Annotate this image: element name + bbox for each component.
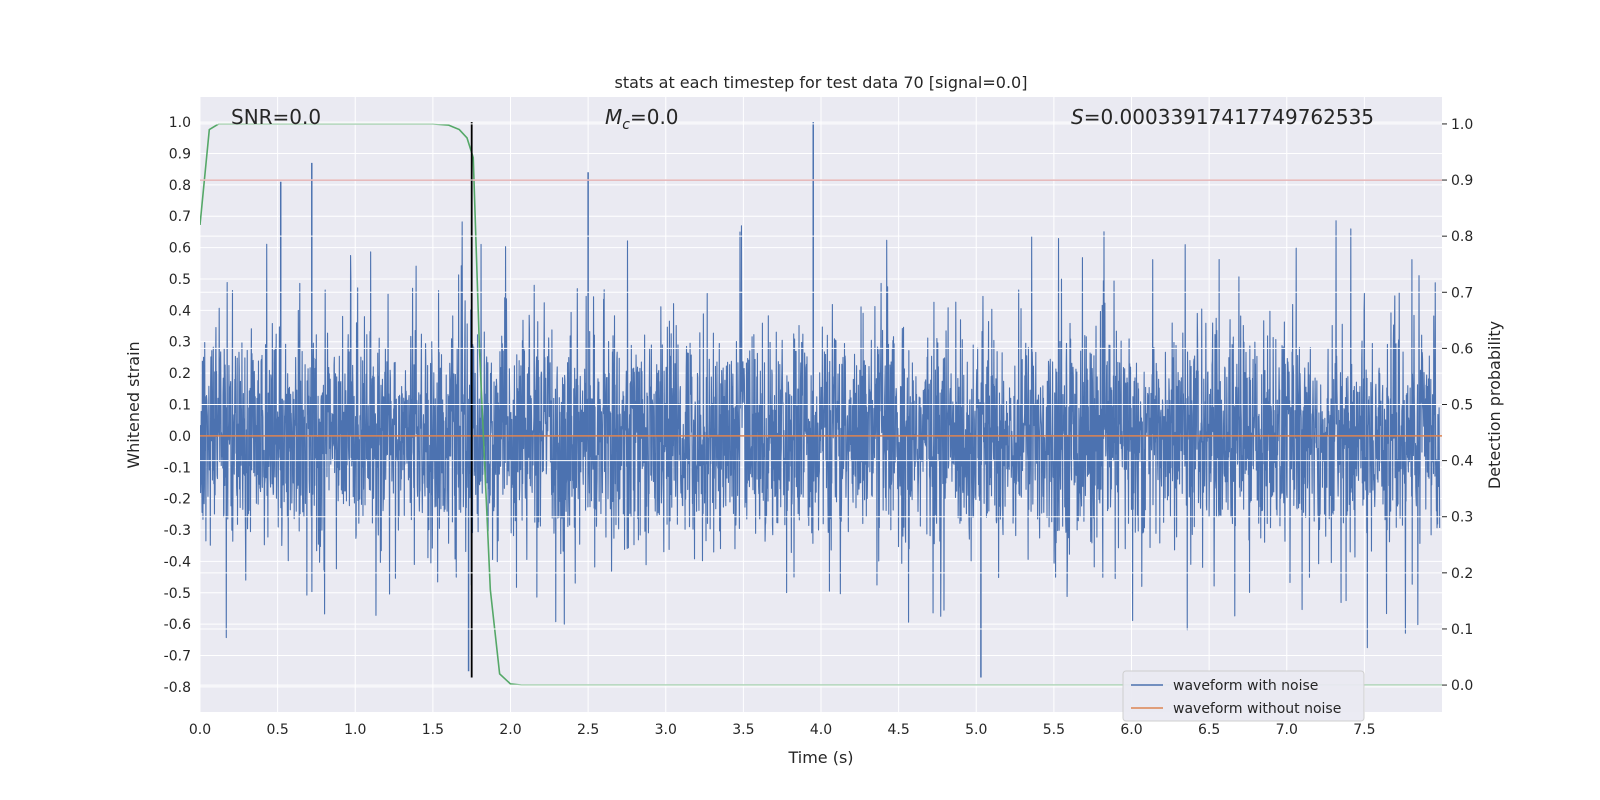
y-tick-label: 0.3 <box>169 335 191 351</box>
x-tick-label: 1.0 <box>344 722 366 738</box>
legend-box <box>1122 670 1365 722</box>
y-tick-label: 1.0 <box>169 115 191 131</box>
x-tick-label: 7.0 <box>1276 722 1298 738</box>
y-tick-label: 0.9 <box>169 146 191 162</box>
y-tick-label: 0.7 <box>169 209 191 225</box>
y2-tick-label: 1.0 <box>1451 117 1473 133</box>
x-tick-label: 2.0 <box>499 722 521 738</box>
y-tick-label: 0.8 <box>169 178 191 194</box>
y2-tick-label: 0.7 <box>1451 285 1473 301</box>
y-tick-label: 0.5 <box>169 272 191 288</box>
y2-tick-label: 0.8 <box>1451 229 1473 245</box>
x-tick-label: 5.5 <box>1043 722 1065 738</box>
chirp-mass-annotation: Mc=0.0 <box>605 105 679 133</box>
x-tick-label: 6.5 <box>1198 722 1220 738</box>
y2-tick-label: 0.9 <box>1451 173 1473 189</box>
x-tick-label: 2.5 <box>577 722 599 738</box>
x-tick-label: 0.5 <box>266 722 288 738</box>
y2-tick-label: 0.0 <box>1451 678 1473 694</box>
y2-tick-label: 0.6 <box>1451 341 1473 357</box>
y2-tick-label: 0.3 <box>1451 510 1473 526</box>
y2-axis-label: Detection probability <box>1485 321 1504 489</box>
legend-label-without-noise: waveform without noise <box>1173 701 1341 717</box>
y-axis-label: Whitened strain <box>124 341 143 468</box>
y-tick-label: 0.2 <box>169 366 191 382</box>
x-tick-label: 4.0 <box>810 722 832 738</box>
x-tick-label: 4.5 <box>887 722 909 738</box>
y-tick-label: -0.2 <box>164 492 191 508</box>
legend-label-with-noise: waveform with noise <box>1173 678 1318 694</box>
chart-title: stats at each timestep for test data 70 … <box>615 73 1028 92</box>
x-tick-label: 5.0 <box>965 722 987 738</box>
y-tick-label: -0.4 <box>164 554 191 570</box>
x-tick-label: 3.0 <box>655 722 677 738</box>
y-tick-label: -0.8 <box>164 680 191 696</box>
x-axis-label: Time (s) <box>787 748 853 767</box>
y2-tick-label: 0.2 <box>1451 566 1473 582</box>
y-tick-label: 0.4 <box>169 303 191 319</box>
legend: waveform with noise waveform without noi… <box>1122 670 1365 722</box>
y-tick-label: -0.6 <box>164 617 191 633</box>
score-value: =0.00033917417749762535 <box>1084 105 1374 129</box>
snr-annotation: SNR=0.0 <box>231 105 321 129</box>
y-tick-label: -0.1 <box>164 460 191 476</box>
chirp-mass-subscript: c <box>622 117 630 133</box>
y-tick-label: 0.1 <box>169 398 191 414</box>
x-tick-label: 3.5 <box>732 722 754 738</box>
y2-tick-label: 0.1 <box>1451 622 1473 638</box>
series-waveform-with-noise <box>200 220 1441 649</box>
score-annotation: S=0.00033917417749762535 <box>1071 105 1374 129</box>
chirp-mass-symbol: M <box>605 105 622 129</box>
y-tick-label: -0.5 <box>164 586 191 602</box>
chirp-mass-value: =0.0 <box>630 105 679 129</box>
y-tick-label: -0.3 <box>164 523 191 539</box>
y2-tick-label: 0.4 <box>1451 454 1473 470</box>
y2-tick-label: 0.5 <box>1451 398 1473 414</box>
y-tick-label: 0.6 <box>169 241 191 257</box>
y-tick-label: 0.0 <box>169 429 191 445</box>
score-symbol: S <box>1071 105 1084 129</box>
y-tick-label: -0.7 <box>164 649 191 665</box>
axes: 0.0 0.5 1.0 1.5 2.0 2.5 3.0 3.5 4.0 4.5 5.0 5.5 6.0 6… <box>164 115 1474 738</box>
x-tick-label: 6.0 <box>1120 722 1142 738</box>
x-tick-label: 7.5 <box>1353 722 1375 738</box>
x-tick-label: 0.0 <box>189 722 211 738</box>
x-tick-label: 1.5 <box>422 722 444 738</box>
